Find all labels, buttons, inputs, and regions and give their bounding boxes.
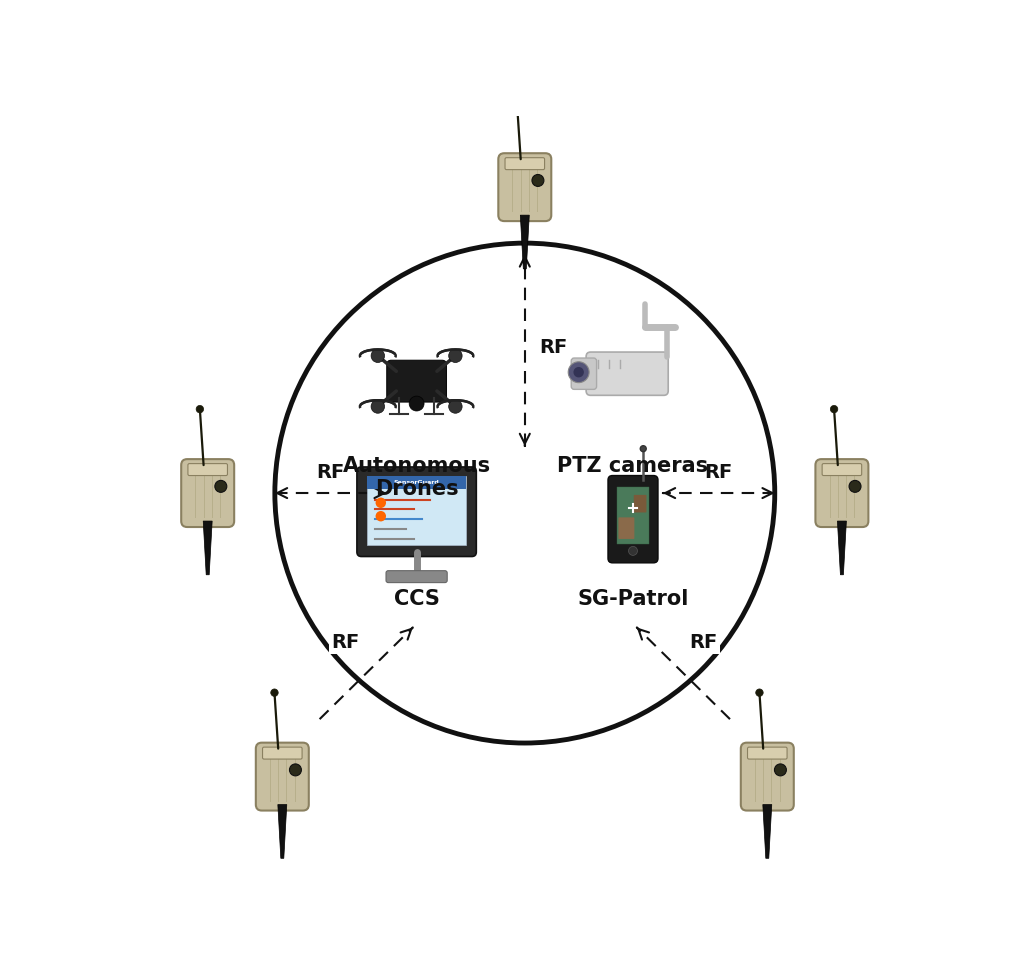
Circle shape [376, 497, 386, 508]
Text: RF: RF [316, 463, 345, 483]
Text: SensorGuard: SensorGuard [394, 480, 439, 485]
Circle shape [197, 405, 204, 413]
Circle shape [410, 396, 424, 411]
Circle shape [274, 243, 775, 743]
Polygon shape [203, 521, 212, 575]
Circle shape [629, 547, 638, 555]
Circle shape [371, 400, 385, 413]
Bar [368, 476, 466, 489]
Circle shape [573, 367, 584, 377]
Circle shape [849, 481, 861, 492]
FancyBboxPatch shape [571, 358, 597, 390]
Circle shape [215, 481, 226, 492]
FancyBboxPatch shape [387, 360, 446, 402]
FancyBboxPatch shape [181, 459, 234, 527]
FancyBboxPatch shape [748, 747, 787, 759]
FancyBboxPatch shape [815, 459, 868, 527]
Circle shape [270, 689, 279, 697]
Bar [368, 476, 466, 545]
FancyBboxPatch shape [822, 463, 861, 476]
FancyBboxPatch shape [618, 517, 635, 539]
Text: RF: RF [705, 463, 733, 483]
Circle shape [830, 405, 838, 413]
Polygon shape [520, 215, 529, 268]
FancyBboxPatch shape [505, 158, 545, 170]
FancyBboxPatch shape [386, 571, 447, 582]
Circle shape [513, 100, 520, 107]
Circle shape [756, 689, 763, 697]
FancyBboxPatch shape [188, 463, 227, 476]
FancyBboxPatch shape [586, 352, 669, 395]
FancyBboxPatch shape [608, 476, 658, 563]
FancyBboxPatch shape [740, 742, 794, 810]
Circle shape [774, 764, 786, 776]
FancyBboxPatch shape [357, 467, 476, 556]
Circle shape [449, 349, 462, 362]
Circle shape [290, 764, 301, 776]
Text: RF: RF [332, 633, 359, 652]
Circle shape [376, 511, 386, 521]
Circle shape [640, 446, 646, 452]
Circle shape [371, 349, 385, 362]
Circle shape [449, 400, 462, 413]
Polygon shape [278, 804, 287, 859]
Bar [616, 486, 649, 545]
FancyBboxPatch shape [256, 742, 309, 810]
Circle shape [531, 174, 544, 186]
Polygon shape [763, 804, 772, 859]
FancyBboxPatch shape [262, 747, 302, 759]
Text: Autonomous
Drones: Autonomous Drones [343, 455, 490, 499]
Text: PTZ cameras: PTZ cameras [557, 455, 709, 476]
Text: CCS: CCS [393, 588, 439, 609]
FancyBboxPatch shape [634, 495, 646, 513]
Circle shape [568, 361, 589, 383]
FancyBboxPatch shape [499, 153, 551, 221]
Text: RF: RF [539, 338, 567, 358]
Text: SG-Patrol: SG-Patrol [578, 588, 689, 609]
Polygon shape [838, 521, 847, 575]
Text: RF: RF [690, 633, 718, 652]
